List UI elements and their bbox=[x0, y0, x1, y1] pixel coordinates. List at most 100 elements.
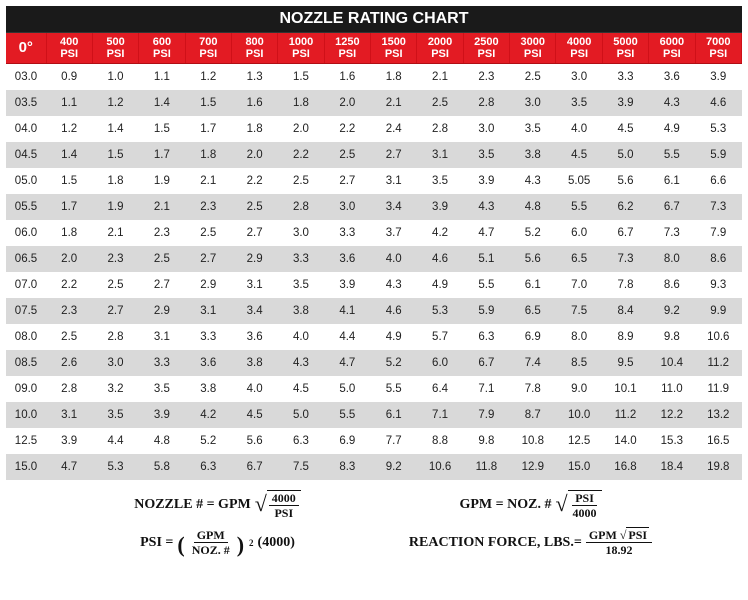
nozzle-size-cell: 06.0 bbox=[6, 220, 46, 246]
data-cell: 3.0 bbox=[463, 116, 509, 142]
table-body: 03.00.91.01.11.21.31.51.61.82.12.32.53.0… bbox=[6, 64, 742, 481]
data-cell: 5.9 bbox=[695, 142, 741, 168]
data-cell: 6.3 bbox=[278, 428, 324, 454]
data-cell: 2.5 bbox=[231, 194, 277, 220]
data-cell: 3.1 bbox=[371, 168, 417, 194]
data-cell: 16.8 bbox=[602, 454, 648, 480]
data-cell: 3.5 bbox=[556, 90, 602, 116]
formula-lhs: PSI = bbox=[140, 535, 173, 551]
data-cell: 4.3 bbox=[371, 272, 417, 298]
data-cell: 6.7 bbox=[231, 454, 277, 480]
data-cell: 5.2 bbox=[371, 350, 417, 376]
data-cell: 3.9 bbox=[417, 194, 463, 220]
data-cell: 7.7 bbox=[371, 428, 417, 454]
psi-column-header: 1000PSI bbox=[278, 33, 324, 64]
data-cell: 2.1 bbox=[92, 220, 138, 246]
data-cell: 8.5 bbox=[556, 350, 602, 376]
data-cell: 7.0 bbox=[556, 272, 602, 298]
data-cell: 4.5 bbox=[278, 376, 324, 402]
data-cell: 8.7 bbox=[510, 402, 556, 428]
data-cell: 4.1 bbox=[324, 298, 370, 324]
data-cell: 5.8 bbox=[139, 454, 185, 480]
exponent: 2 bbox=[249, 538, 254, 548]
table-row: 06.52.02.32.52.72.93.33.64.04.65.15.66.5… bbox=[6, 246, 742, 272]
formula-lhs: REACTION FORCE, LBS.= bbox=[409, 535, 582, 551]
data-cell: 4.0 bbox=[278, 324, 324, 350]
table-row: 03.00.91.01.11.21.31.51.61.82.12.32.53.0… bbox=[6, 64, 742, 91]
formula-psi: PSI = ( GPM NOZ. # )2 (4000) bbox=[76, 529, 359, 556]
data-cell: 1.4 bbox=[46, 142, 92, 168]
data-cell: 5.9 bbox=[463, 298, 509, 324]
table-row: 09.02.83.23.53.84.04.55.05.56.47.17.89.0… bbox=[6, 376, 742, 402]
data-cell: 7.4 bbox=[510, 350, 556, 376]
data-cell: 3.7 bbox=[371, 220, 417, 246]
data-cell: 8.0 bbox=[556, 324, 602, 350]
nozzle-size-cell: 04.5 bbox=[6, 142, 46, 168]
data-cell: 5.3 bbox=[92, 454, 138, 480]
data-cell: 2.7 bbox=[92, 298, 138, 324]
data-cell: 8.6 bbox=[649, 272, 695, 298]
data-cell: 7.1 bbox=[463, 376, 509, 402]
table-row: 08.02.52.83.13.33.64.04.44.95.76.36.98.0… bbox=[6, 324, 742, 350]
data-cell: 7.5 bbox=[278, 454, 324, 480]
data-cell: 10.0 bbox=[556, 402, 602, 428]
data-cell: 1.8 bbox=[231, 116, 277, 142]
psi-column-header: 500PSI bbox=[92, 33, 138, 64]
data-cell: 2.8 bbox=[463, 90, 509, 116]
data-cell: 7.3 bbox=[602, 246, 648, 272]
data-cell: 1.8 bbox=[92, 168, 138, 194]
data-cell: 18.4 bbox=[649, 454, 695, 480]
table-row: 07.02.22.52.72.93.13.53.94.34.95.56.17.0… bbox=[6, 272, 742, 298]
data-cell: 6.1 bbox=[510, 272, 556, 298]
data-cell: 1.7 bbox=[185, 116, 231, 142]
data-cell: 3.9 bbox=[139, 402, 185, 428]
data-cell: 2.5 bbox=[417, 90, 463, 116]
data-cell: 4.5 bbox=[231, 402, 277, 428]
formula-gpm: GPM = NOZ. # √ PSI 4000 bbox=[389, 490, 672, 519]
psi-column-header: 2500PSI bbox=[463, 33, 509, 64]
data-cell: 6.7 bbox=[463, 350, 509, 376]
data-cell: 2.8 bbox=[92, 324, 138, 350]
data-cell: 1.8 bbox=[185, 142, 231, 168]
psi-column-header: 400PSI bbox=[46, 33, 92, 64]
data-cell: 1.9 bbox=[139, 168, 185, 194]
data-cell: 1.6 bbox=[324, 64, 370, 91]
data-cell: 2.5 bbox=[278, 168, 324, 194]
data-cell: 3.5 bbox=[92, 402, 138, 428]
data-cell: 3.4 bbox=[371, 194, 417, 220]
data-cell: 2.7 bbox=[324, 168, 370, 194]
data-cell: 5.6 bbox=[231, 428, 277, 454]
data-cell: 4.2 bbox=[417, 220, 463, 246]
data-cell: 3.6 bbox=[185, 350, 231, 376]
data-cell: 6.2 bbox=[602, 194, 648, 220]
data-cell: 15.0 bbox=[556, 454, 602, 480]
table-row: 04.51.41.51.71.82.02.22.52.73.13.53.84.5… bbox=[6, 142, 742, 168]
data-cell: 5.0 bbox=[602, 142, 648, 168]
table-row: 04.01.21.41.51.71.82.02.22.42.83.03.54.0… bbox=[6, 116, 742, 142]
psi-column-header: 800PSI bbox=[231, 33, 277, 64]
nozzle-size-cell: 12.5 bbox=[6, 428, 46, 454]
data-cell: 3.5 bbox=[510, 116, 556, 142]
data-cell: 4.8 bbox=[139, 428, 185, 454]
data-cell: 5.2 bbox=[185, 428, 231, 454]
data-cell: 10.6 bbox=[695, 324, 741, 350]
data-cell: 3.6 bbox=[649, 64, 695, 91]
data-cell: 3.8 bbox=[185, 376, 231, 402]
data-cell: 5.6 bbox=[602, 168, 648, 194]
data-cell: 3.8 bbox=[231, 350, 277, 376]
fraction-denominator: 4000 bbox=[570, 506, 600, 519]
psi-column-header: 700PSI bbox=[185, 33, 231, 64]
data-cell: 3.1 bbox=[231, 272, 277, 298]
fraction-numerator: PSI bbox=[572, 492, 597, 506]
data-cell: 4.3 bbox=[278, 350, 324, 376]
data-cell: 6.7 bbox=[649, 194, 695, 220]
data-cell: 3.0 bbox=[510, 90, 556, 116]
data-cell: 7.9 bbox=[463, 402, 509, 428]
data-cell: 6.9 bbox=[510, 324, 556, 350]
data-cell: 3.2 bbox=[92, 376, 138, 402]
data-cell: 3.0 bbox=[278, 220, 324, 246]
data-cell: 9.8 bbox=[463, 428, 509, 454]
data-cell: 2.1 bbox=[417, 64, 463, 91]
data-cell: 10.1 bbox=[602, 376, 648, 402]
nozzle-size-cell: 07.0 bbox=[6, 272, 46, 298]
